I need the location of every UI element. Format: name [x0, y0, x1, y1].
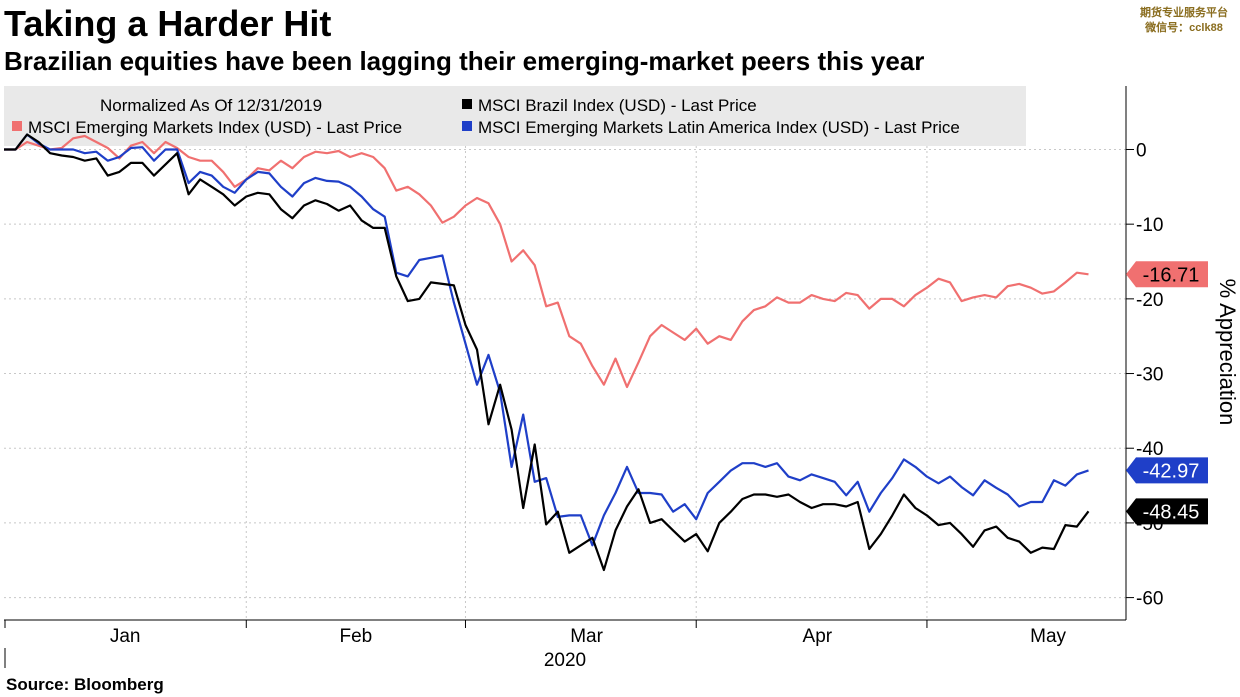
badge-shape	[1126, 261, 1208, 288]
chart-subtitle: Brazilian equities have been lagging the…	[4, 46, 925, 76]
axes	[4, 86, 1127, 621]
legend-header: Normalized As Of 12/31/2019	[100, 96, 322, 115]
legend-label-em: MSCI Emerging Markets Index (USD) - Last…	[28, 118, 402, 137]
grid	[4, 86, 1126, 620]
last-value-badge: -16.71	[1126, 261, 1208, 288]
watermark-line-1: 期货专业服务平台	[1140, 7, 1228, 19]
watermark: 期货专业服务平台 微信号：cclk88	[1140, 6, 1228, 36]
x-tick-label: Feb	[339, 626, 372, 647]
x-axis-year-label: 2020	[544, 650, 586, 671]
x-tick-label: Jan	[110, 626, 141, 647]
series-layer	[4, 133, 1090, 572]
series-line	[4, 133, 1089, 547]
badge-shape	[1126, 498, 1208, 525]
series-line	[4, 133, 1090, 572]
y-tick-label: 0	[1136, 140, 1147, 161]
last-value-badge: -42.97	[1126, 457, 1208, 484]
series-line	[4, 134, 1089, 389]
badge-label: -16.71	[1143, 264, 1200, 286]
legend-background	[4, 86, 1026, 146]
badge-shape	[1126, 457, 1208, 484]
legend-label-brazil: MSCI Brazil Index (USD) - Last Price	[478, 96, 757, 115]
y-tick-label: -20	[1136, 290, 1163, 311]
legend-swatch-brazil	[462, 99, 472, 109]
watermark-line-2: 微信号：cclk88	[1145, 22, 1223, 34]
y-axis-label: % Appreciation	[1215, 279, 1240, 426]
legend-swatch-em	[12, 121, 22, 131]
last-value-badge: -48.45	[1126, 498, 1208, 525]
chart-title: Taking a Harder Hit	[4, 3, 332, 44]
x-tick-label: Mar	[570, 626, 603, 647]
x-tick-label: May	[1030, 626, 1066, 647]
y-tick-label: -60	[1136, 589, 1163, 610]
y-tick-label: -40	[1136, 439, 1163, 460]
last-value-badges: -16.71 -48.45 -42.97	[1126, 261, 1208, 525]
legend-label-latam: MSCI Emerging Markets Latin America Inde…	[478, 118, 960, 137]
y-tick-label: -30	[1136, 365, 1163, 386]
x-tick-label: Apr	[803, 626, 833, 647]
badge-label: -42.97	[1143, 460, 1200, 482]
badge-label: -48.45	[1143, 501, 1200, 523]
y-tick-label: -10	[1136, 215, 1163, 236]
legend-swatch-latam	[462, 121, 472, 131]
source-note: Source: Bloomberg	[6, 675, 164, 694]
